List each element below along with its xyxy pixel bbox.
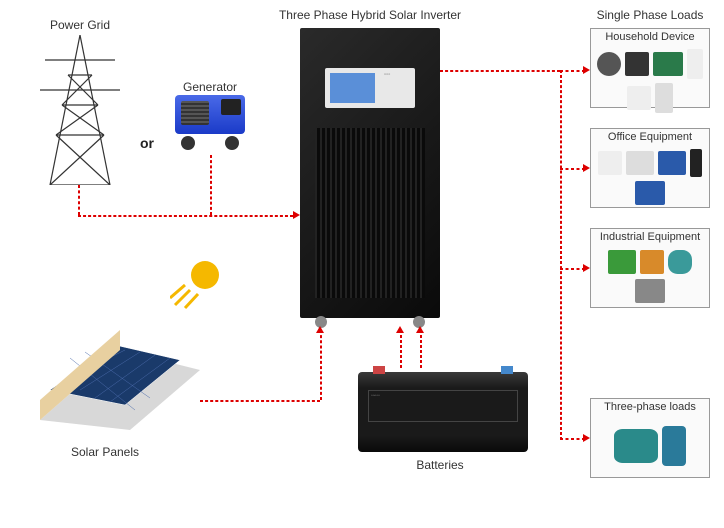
- fridge-icon: [655, 83, 673, 113]
- batteries-icon: ▫▫▫▫▫: [358, 372, 528, 452]
- sun-icon: [170, 250, 230, 315]
- power-grid-label: Power Grid: [40, 18, 120, 32]
- connector: [400, 330, 402, 368]
- title: Three Phase Hybrid Solar Inverter: [260, 8, 480, 22]
- connector: [440, 70, 560, 72]
- inverter-screen: [330, 73, 375, 103]
- connector: [78, 215, 293, 217]
- printer-icon: [626, 151, 654, 175]
- compressor-icon: [635, 279, 665, 303]
- motor-icon: [668, 250, 692, 274]
- solar-panels-label: Solar Panels: [55, 445, 155, 459]
- grinder-icon: [640, 250, 664, 274]
- connector: [420, 330, 422, 368]
- drill-icon: [608, 250, 636, 274]
- household-device-box: Household Device: [590, 28, 710, 108]
- connector: [560, 168, 585, 170]
- three-phase-label: Three-phase loads: [591, 399, 709, 415]
- power-grid-icon: [40, 35, 120, 190]
- connector: [210, 155, 212, 215]
- office-label: Office Equipment: [591, 129, 709, 145]
- solar-panels-icon: [30, 320, 200, 430]
- motor-icon: [614, 429, 658, 463]
- arrow-icon: [316, 326, 324, 333]
- phone-icon: [598, 151, 622, 175]
- household-label: Household Device: [591, 29, 709, 45]
- pump-icon: [662, 426, 686, 466]
- appliance-icon: [625, 52, 649, 76]
- appliance-icon: [627, 86, 651, 110]
- inverter-unit: ▫▫▫: [300, 28, 440, 318]
- connector: [320, 330, 322, 400]
- pc-tower-icon: [690, 149, 702, 177]
- laptop-icon: [658, 151, 686, 175]
- batteries-label: Batteries: [400, 458, 480, 472]
- arrow-icon: [396, 326, 404, 333]
- connector: [560, 70, 562, 440]
- arrow-icon: [416, 326, 424, 333]
- tv-icon: [653, 52, 683, 76]
- three-phase-loads-box: Three-phase loads: [590, 398, 710, 478]
- connector: [560, 438, 585, 440]
- office-equipment-box: Office Equipment: [590, 128, 710, 208]
- generator-label: Generator: [175, 80, 245, 94]
- arrow-icon: [583, 66, 590, 74]
- arrow-icon: [583, 264, 590, 272]
- industrial-equipment-box: Industrial Equipment: [590, 228, 710, 308]
- connector: [560, 268, 585, 270]
- monitor-icon: [635, 181, 665, 205]
- arrow-icon: [583, 164, 590, 172]
- arrow-icon: [583, 434, 590, 442]
- single-phase-loads-label: Single Phase Loads: [590, 8, 710, 22]
- connector: [560, 70, 585, 72]
- arrow-icon: [293, 211, 300, 219]
- connector: [78, 185, 80, 215]
- or-text: or: [140, 135, 154, 151]
- industrial-label: Industrial Equipment: [591, 229, 709, 245]
- connector: [200, 400, 320, 402]
- fridge-icon: [687, 49, 703, 79]
- appliance-icon: [597, 52, 621, 76]
- generator-icon: [175, 95, 245, 150]
